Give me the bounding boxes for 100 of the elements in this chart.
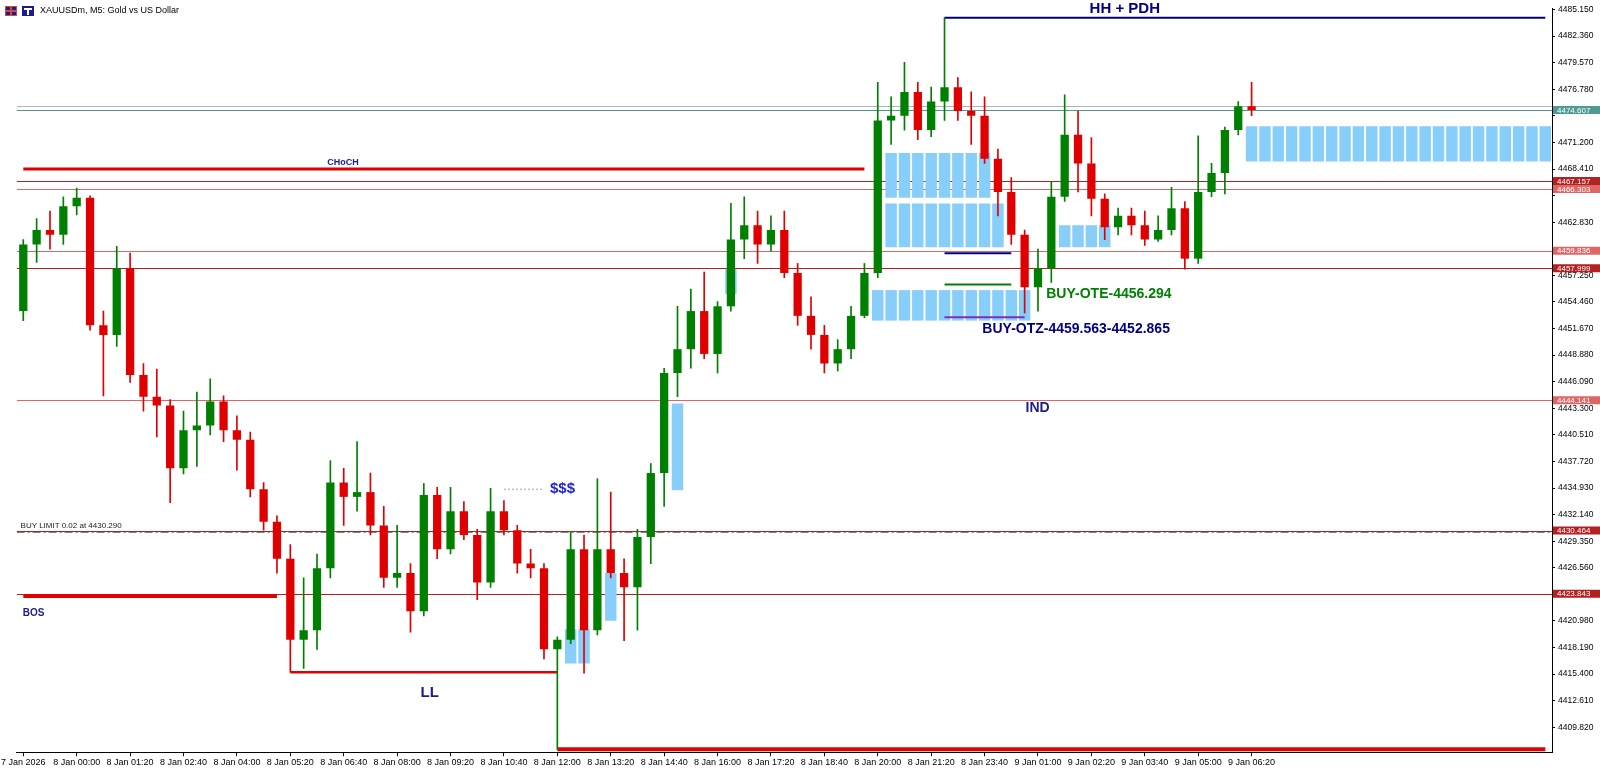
annotation: IND (1025, 399, 1050, 416)
x-tick-label: 9 Jan 02:20 (1067, 757, 1115, 768)
bar (1325, 126, 1338, 162)
bar (1526, 126, 1538, 162)
candlestick (967, 91, 976, 145)
x-tick-label: 8 Jan 06:40 (320, 757, 368, 768)
x-tick-label: 7 Jan 2026 (1, 757, 46, 768)
y-tick-label: 4426.560 (1558, 562, 1594, 573)
y-tick-label: 4454.460 (1558, 296, 1594, 307)
ref-line-label: 4423.843 (1557, 589, 1591, 599)
candlestick (352, 441, 362, 512)
bar (938, 203, 951, 248)
annotation: BOS (22, 607, 45, 619)
bar (898, 290, 911, 321)
y-tick-label: 4462.830 (1558, 216, 1594, 227)
x-tick-label: 8 Jan 01:20 (106, 757, 154, 768)
y-tick-label: 4440.510 (1558, 429, 1594, 440)
candlestick (619, 558, 629, 642)
series-label: $$$ (549, 479, 576, 497)
bar (898, 203, 911, 248)
bar (898, 152, 911, 198)
chart-title: XAUUSDm, M5: Gold vs US Dollar (40, 5, 180, 16)
candlestick (740, 196, 749, 259)
ref-line-label: 4430.464 (1557, 526, 1591, 536)
bar (1539, 126, 1552, 162)
bar (1339, 126, 1351, 162)
ref-line-label: 4444.141 (1557, 395, 1591, 405)
y-tick-label: 4434.930 (1558, 482, 1594, 493)
x-tick-label: 8 Jan 18:40 (800, 757, 848, 768)
y-tick-label: 4429.350 (1558, 535, 1594, 546)
x-tick-label: 8 Jan 04:00 (213, 757, 261, 768)
y-tick-label: 4412.610 (1558, 695, 1594, 705)
bar (1005, 290, 1018, 321)
x-tick-label: 9 Jan 05:00 (1174, 757, 1222, 768)
x-tick-label: 8 Jan 02:40 (159, 757, 208, 768)
bar (1512, 126, 1525, 162)
bar (1312, 126, 1325, 162)
y-tick-label: 4468.410 (1558, 163, 1594, 174)
bar (992, 290, 1004, 321)
ref-line-label: 4467.157 (1557, 176, 1591, 186)
x-tick-label: 8 Jan 14:40 (640, 757, 688, 768)
y-tick-label: 4485.150 (1558, 3, 1594, 14)
x-tick-label: 9 Jan 03:40 (1121, 757, 1169, 768)
series-label: HH + PDH (1089, 0, 1160, 16)
x-tick-label: 8 Jan 00:00 (53, 757, 101, 768)
y-tick-label: 4420.980 (1558, 615, 1594, 626)
x-tick-label: 8 Jan 08:00 (373, 757, 421, 768)
annotation: CHoCH (327, 156, 359, 167)
candlestick (232, 415, 242, 471)
y-tick-label: 4443.300 (1558, 402, 1594, 413)
x-tick-label: 8 Jan 21:20 (907, 757, 955, 768)
x-tick-label: 8 Jan 09:20 (427, 757, 475, 768)
annotation: LL (420, 683, 439, 701)
x-tick-label: 8 Jan 17:20 (747, 757, 795, 768)
candlestick (192, 391, 201, 467)
x-tick-label: 8 Jan 20:00 (854, 757, 902, 768)
candlestick (886, 96, 896, 145)
bar (885, 152, 897, 198)
annotation: BUY-OTE-4456.294 (1046, 285, 1172, 302)
y-tick-label: 4432.140 (1558, 508, 1594, 519)
bar (885, 203, 897, 248)
y-tick-label: 4471.200 (1558, 136, 1594, 147)
y-tick-label: 4446.090 (1558, 376, 1594, 387)
y-tick-label: 4448.880 (1558, 349, 1594, 360)
bar (992, 203, 1004, 248)
annotation: BUY-OTZ-4459.563-4452.865 (982, 320, 1171, 337)
bar (1085, 225, 1098, 248)
bar (1472, 126, 1485, 162)
y-tick-label: 4409.820 (1558, 721, 1594, 732)
bar (978, 203, 991, 248)
bar (1392, 126, 1405, 162)
bar (1245, 126, 1258, 162)
x-tick-label: 8 Jan 23:40 (961, 757, 1009, 768)
y-tick-label: 4451.670 (1558, 322, 1594, 333)
x-tick-label: 8 Jan 16:00 (694, 757, 742, 768)
y-tick-label: 4482.360 (1558, 30, 1594, 41)
x-tick-label: 8 Jan 13:20 (587, 757, 635, 768)
bar (1499, 126, 1512, 162)
y-tick-label: 4415.400 (1558, 668, 1594, 679)
x-tick-label: 8 Jan 10:40 (480, 757, 528, 768)
bar (938, 290, 951, 321)
bar (1259, 126, 1271, 162)
bar (978, 290, 991, 321)
ref-line-label: BUY LIMIT 0.02 at 4430.290 (20, 521, 123, 531)
bar (1058, 225, 1071, 248)
ref-line-label: 4466.303 (1557, 184, 1591, 194)
bar (1352, 126, 1365, 162)
y-tick-label: 4479.570 (1558, 57, 1594, 68)
candlestick (339, 467, 348, 526)
bar (1285, 126, 1298, 162)
y-tick-label: 4476.780 (1558, 83, 1594, 94)
y-tick-label: 4418.190 (1558, 641, 1594, 652)
candlestick (392, 525, 402, 588)
bar (1432, 126, 1445, 162)
bar (1486, 126, 1498, 162)
x-tick-label: 8 Jan 12:00 (533, 757, 581, 768)
x-tick-label: 9 Jan 06:20 (1228, 757, 1276, 768)
x-tick-label: 8 Jan 05:20 (266, 757, 314, 768)
candlestick (45, 210, 55, 250)
bar (1299, 126, 1311, 162)
